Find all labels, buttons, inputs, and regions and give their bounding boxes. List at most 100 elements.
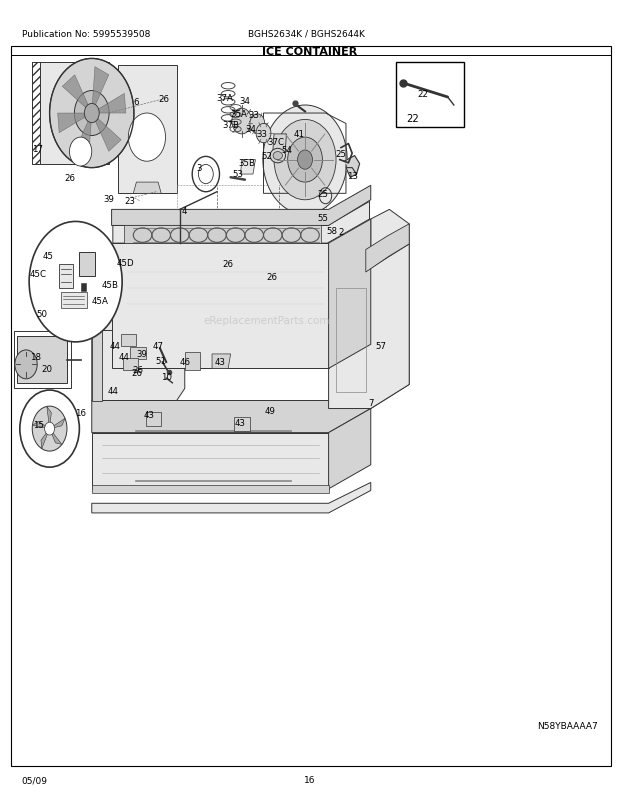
Text: 51: 51: [156, 356, 167, 366]
Polygon shape: [32, 422, 50, 429]
Text: 34: 34: [239, 97, 250, 107]
Bar: [79, 253, 95, 277]
Bar: [185, 353, 200, 371]
Text: 26: 26: [131, 368, 142, 378]
Text: 57: 57: [376, 342, 387, 351]
Bar: [396, 63, 464, 128]
Polygon shape: [61, 293, 87, 309]
Polygon shape: [92, 377, 371, 433]
Text: ICE CONTAINER: ICE CONTAINER: [262, 47, 358, 57]
Polygon shape: [344, 156, 360, 178]
Polygon shape: [121, 334, 136, 346]
Text: 44: 44: [109, 342, 120, 351]
Text: 44: 44: [118, 352, 130, 362]
Text: N58YBAAAA7: N58YBAAAA7: [538, 721, 598, 731]
Polygon shape: [123, 358, 138, 371]
Bar: [17, 337, 67, 383]
Text: 43: 43: [143, 411, 154, 420]
Polygon shape: [92, 67, 109, 114]
Text: 6: 6: [134, 98, 139, 107]
Text: 47: 47: [153, 342, 164, 351]
Text: 39: 39: [103, 194, 114, 204]
Circle shape: [20, 391, 79, 468]
Text: 17: 17: [32, 144, 43, 154]
Circle shape: [263, 106, 347, 215]
Polygon shape: [74, 114, 92, 160]
Circle shape: [69, 138, 92, 167]
Circle shape: [288, 138, 322, 183]
Polygon shape: [92, 433, 329, 489]
Text: 4: 4: [182, 206, 187, 216]
Circle shape: [232, 109, 252, 135]
Polygon shape: [112, 244, 329, 369]
Text: 49: 49: [264, 406, 275, 415]
Text: 41: 41: [293, 130, 304, 140]
Text: 50: 50: [37, 310, 48, 319]
Polygon shape: [32, 63, 108, 164]
Circle shape: [45, 423, 55, 435]
Text: 55: 55: [317, 213, 328, 223]
Text: eReplacementParts.com: eReplacementParts.com: [203, 316, 330, 326]
Text: 45C: 45C: [30, 269, 47, 279]
Text: 13: 13: [347, 172, 358, 181]
Polygon shape: [329, 245, 409, 409]
Ellipse shape: [273, 152, 282, 160]
Circle shape: [74, 91, 109, 136]
Polygon shape: [92, 273, 102, 401]
Circle shape: [15, 350, 37, 379]
Polygon shape: [92, 330, 185, 401]
Polygon shape: [59, 265, 73, 289]
Polygon shape: [371, 210, 409, 409]
Polygon shape: [92, 485, 329, 493]
Polygon shape: [130, 347, 146, 359]
Text: 05/09: 05/09: [22, 775, 48, 784]
Polygon shape: [273, 135, 286, 152]
Text: 46: 46: [179, 358, 190, 367]
Circle shape: [50, 59, 134, 168]
Text: 35B: 35B: [238, 159, 255, 168]
Polygon shape: [58, 114, 92, 134]
Text: 33: 33: [256, 130, 267, 140]
Text: 25: 25: [317, 189, 328, 199]
Polygon shape: [32, 63, 40, 164]
Text: 16: 16: [304, 775, 316, 784]
Text: 25: 25: [335, 149, 347, 159]
Circle shape: [32, 407, 67, 452]
Bar: [146, 412, 161, 427]
Polygon shape: [112, 186, 371, 226]
Text: 18: 18: [30, 352, 42, 362]
Text: 22: 22: [417, 90, 428, 99]
Text: 2: 2: [339, 228, 343, 237]
Text: 34: 34: [246, 124, 257, 134]
Text: 39: 39: [136, 350, 147, 359]
Polygon shape: [62, 75, 92, 114]
Text: 7: 7: [368, 398, 373, 407]
Bar: [81, 284, 86, 292]
Text: 53: 53: [232, 169, 243, 179]
Text: 26: 26: [159, 95, 170, 104]
Bar: [234, 417, 250, 431]
Text: 43: 43: [215, 358, 226, 367]
Bar: [11, 47, 611, 766]
Text: 16: 16: [75, 408, 86, 418]
Text: 26: 26: [266, 272, 277, 282]
Text: Publication No: 5995539508: Publication No: 5995539508: [22, 30, 150, 38]
Text: 45A: 45A: [92, 297, 109, 306]
Polygon shape: [92, 114, 122, 152]
Text: 58: 58: [326, 226, 337, 236]
Polygon shape: [118, 66, 177, 194]
Polygon shape: [92, 273, 177, 330]
Text: 20: 20: [41, 364, 52, 374]
Text: 43: 43: [235, 419, 246, 428]
Text: 15: 15: [33, 420, 44, 430]
Polygon shape: [366, 225, 409, 273]
Polygon shape: [133, 183, 161, 194]
Text: 45B: 45B: [102, 280, 119, 290]
Polygon shape: [92, 94, 126, 114]
Circle shape: [128, 114, 166, 162]
Text: 10: 10: [161, 372, 172, 382]
Polygon shape: [47, 407, 51, 429]
Polygon shape: [241, 160, 255, 175]
Text: 26: 26: [132, 366, 143, 375]
Text: 26: 26: [64, 173, 75, 183]
